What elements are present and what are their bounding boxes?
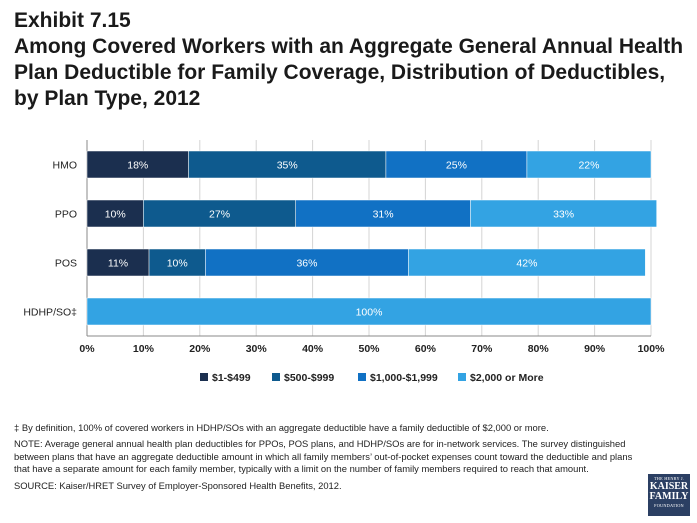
bar-segment bbox=[86, 297, 652, 326]
bar-segment bbox=[188, 150, 387, 179]
data-label: 22% bbox=[578, 160, 599, 172]
x-tick-label: 90% bbox=[584, 343, 606, 355]
bar-segment bbox=[408, 248, 646, 277]
legend-swatch bbox=[200, 373, 208, 381]
legend-label: $1-$499 bbox=[212, 372, 251, 384]
x-tick-label: 0% bbox=[79, 343, 95, 355]
stacked-bar-chart: 0% 10% 20% 30% 40% 50% 60% 70% 80% 90% 100% HMO 18% 3… bbox=[23, 140, 666, 384]
bar-segment bbox=[295, 199, 471, 228]
x-tick-label: 50% bbox=[358, 343, 380, 355]
x-tick-label: 10% bbox=[133, 343, 155, 355]
data-label: 31% bbox=[373, 209, 394, 221]
data-label: 25% bbox=[446, 160, 467, 172]
data-label: 10% bbox=[105, 209, 126, 221]
chart-notes: ‡ By definition, 100% of covered workers… bbox=[14, 422, 634, 496]
logo-line-3: FAMILY bbox=[649, 491, 689, 502]
x-tick-label: 100% bbox=[638, 343, 666, 355]
x-tick-label: 70% bbox=[471, 343, 493, 355]
bar-segment bbox=[148, 248, 206, 277]
bar-segment bbox=[143, 199, 296, 228]
category-label: HMO bbox=[53, 160, 78, 172]
x-tick-label: 30% bbox=[246, 343, 268, 355]
logo-line-2: KAISER bbox=[649, 481, 689, 492]
data-label: 36% bbox=[296, 258, 317, 270]
note-text: NOTE: Average general annual health plan… bbox=[14, 438, 633, 475]
data-label: 27% bbox=[209, 209, 230, 221]
category-label: PPO bbox=[55, 209, 77, 221]
data-label: 11% bbox=[108, 258, 128, 270]
legend-label: $1,000-$1,999 bbox=[370, 372, 438, 384]
data-label: 42% bbox=[516, 258, 537, 270]
category-label: HDHP/SO‡ bbox=[23, 307, 77, 319]
exhibit-title: Exhibit 7.15 Among Covered Workers with … bbox=[14, 8, 689, 112]
data-label: 10% bbox=[167, 258, 188, 270]
x-tick-label: 60% bbox=[415, 343, 437, 355]
legend-swatch bbox=[458, 373, 466, 381]
title-line-4: by Plan Type, 2012 bbox=[14, 87, 201, 110]
bar-segment bbox=[470, 199, 657, 228]
bar-segment bbox=[86, 199, 144, 228]
data-label: 33% bbox=[553, 209, 574, 221]
kaiser-family-foundation-logo: THE HENRY J. KAISER FAMILY FOUNDATION bbox=[648, 474, 690, 516]
bar-segment bbox=[205, 248, 409, 277]
x-tick-label: 40% bbox=[302, 343, 324, 355]
bar-segment bbox=[86, 248, 150, 277]
legend-label: $2,000 or More bbox=[470, 372, 544, 384]
title-line-3: Plan Deductible for Family Coverage, Dis… bbox=[14, 61, 666, 84]
source-text: SOURCE: Kaiser/HRET Survey of Employer-S… bbox=[14, 479, 342, 491]
data-label: 35% bbox=[277, 160, 298, 172]
x-tick-label: 20% bbox=[189, 343, 211, 355]
legend-label: $500-$999 bbox=[284, 372, 334, 384]
logo-line-4: FOUNDATION bbox=[654, 503, 684, 508]
footnote: ‡ By definition, 100% of covered workers… bbox=[14, 422, 549, 433]
title-line-2: Among Covered Workers with an Aggregate … bbox=[14, 35, 684, 58]
x-tick-label: 80% bbox=[528, 343, 550, 355]
data-label: 18% bbox=[127, 160, 148, 172]
logo-line-1: THE HENRY J. bbox=[653, 476, 685, 481]
title-line-1: Exhibit 7.15 bbox=[14, 9, 131, 32]
category-label: POS bbox=[55, 258, 77, 270]
legend-swatch bbox=[272, 373, 280, 381]
bar-segment bbox=[385, 150, 528, 179]
bar-segment bbox=[526, 150, 652, 179]
data-label: 100% bbox=[356, 307, 383, 319]
bar-segment bbox=[86, 150, 189, 179]
legend-swatch bbox=[358, 373, 366, 381]
